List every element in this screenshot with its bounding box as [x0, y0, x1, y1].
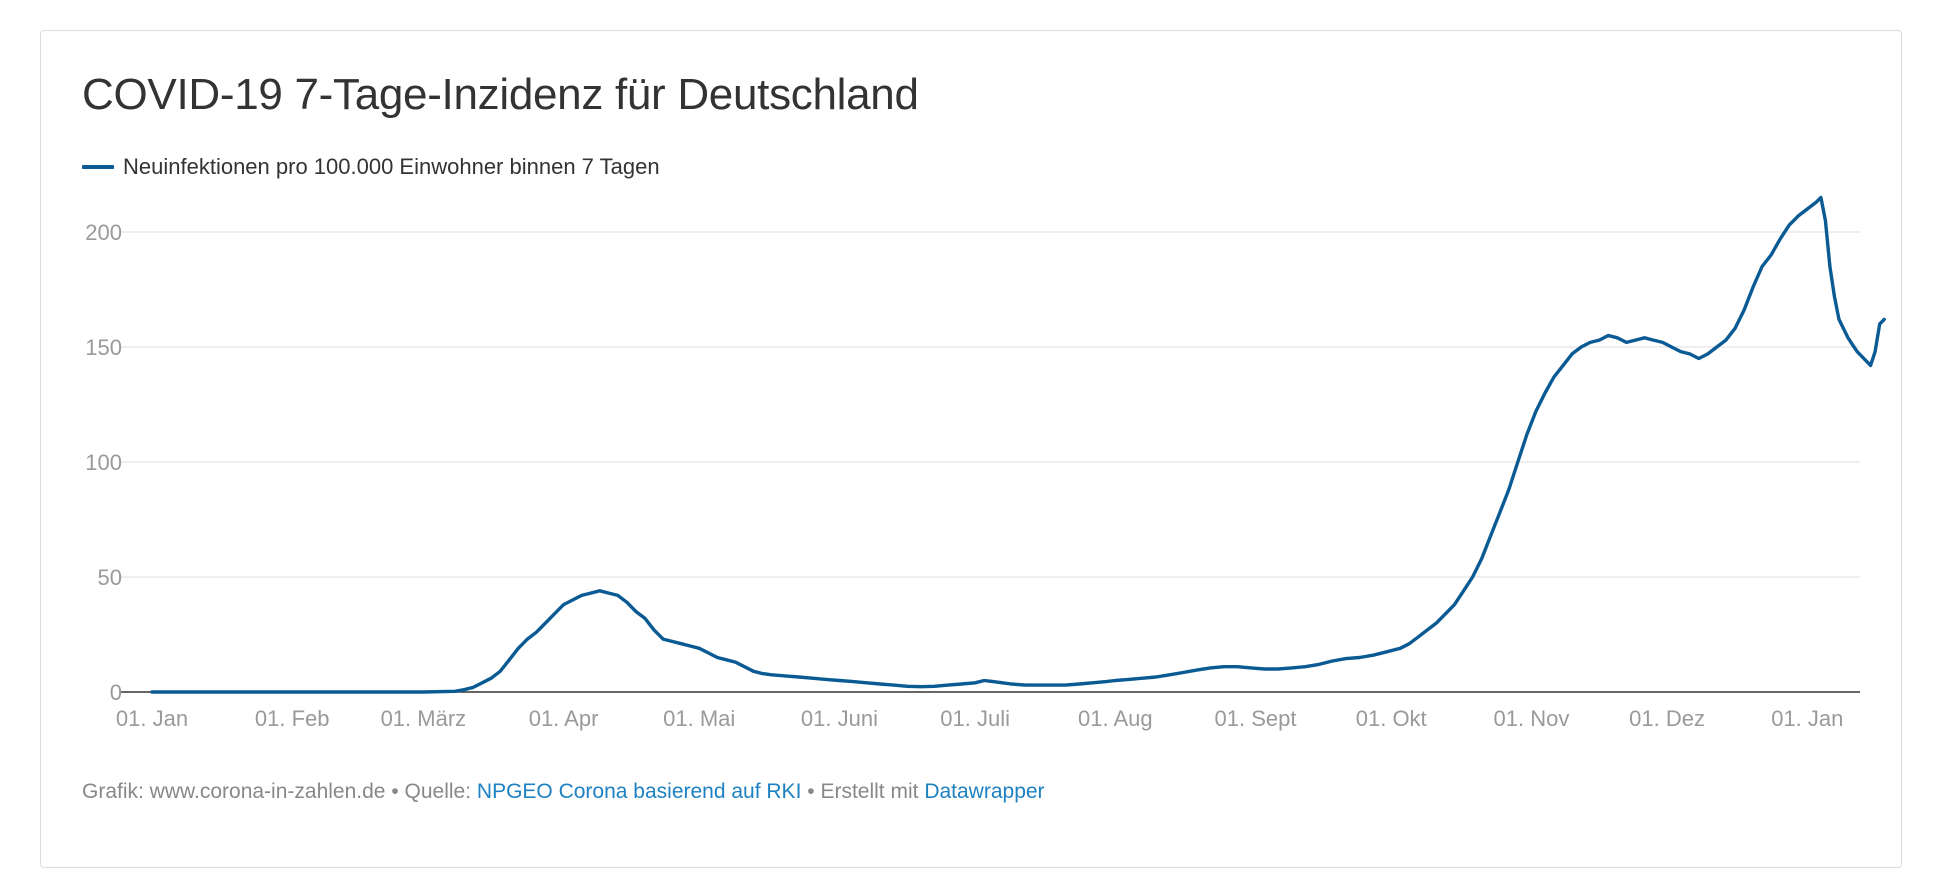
- y-tick-label: 50: [98, 565, 122, 590]
- x-tick-label: 01. Jan: [116, 706, 188, 731]
- x-tick-label: 01. Apr: [529, 706, 599, 731]
- x-tick-label: 01. Mai: [663, 706, 735, 731]
- tick-layer: 0 50 100 150 200 01. Jan 01. Feb 01. März 01. Ap…: [85, 220, 1843, 731]
- chart-title: COVID-19 7-Tage-Inzidenz für Deutschland: [82, 70, 919, 119]
- footer-quelle-label: Quelle:: [404, 780, 472, 803]
- y-tick-label: 0: [110, 680, 122, 705]
- x-tick-label: 01. Okt: [1356, 706, 1427, 731]
- series-line: [150, 195, 1886, 694]
- x-tick-label: 01. Juni: [801, 706, 878, 731]
- footer-erstellt-label: Erstellt mit: [820, 780, 919, 803]
- source-link[interactable]: NPGEO Corona basierend auf RKI: [476, 780, 802, 803]
- x-tick-label: 01. Nov: [1494, 706, 1570, 731]
- footer-grafik: Grafik: www.corona-in-zahlen.de: [82, 780, 386, 803]
- grid-layer: [120, 231, 1860, 578]
- x-tick-label: 01. März: [381, 706, 467, 731]
- datawrapper-link[interactable]: Datawrapper: [924, 780, 1045, 803]
- legend-label: Neuinfektionen pro 100.000 Einwohner bin…: [123, 154, 660, 179]
- y-tick-label: 100: [85, 450, 122, 475]
- legend: Neuinfektionen pro 100.000 Einwohner bin…: [82, 154, 660, 180]
- x-tick-label: 01. Aug: [1078, 706, 1153, 731]
- x-tick-label: 01. Jan: [1771, 706, 1843, 731]
- x-tick-label: 01. Sept: [1215, 706, 1297, 731]
- footer: Grafik: www.corona-in-zahlen.de • Quelle…: [82, 780, 1045, 804]
- x-tick-label: 01. Feb: [255, 706, 330, 731]
- footer-separator: •: [391, 780, 399, 803]
- y-tick-label: 200: [85, 220, 122, 245]
- series-layer: [150, 195, 1886, 694]
- footer-separator: •: [807, 780, 815, 803]
- chart-card: [40, 30, 1902, 868]
- y-tick-label: 150: [85, 335, 122, 360]
- legend-swatch: [82, 165, 114, 169]
- x-tick-label: 01. Dez: [1629, 706, 1705, 731]
- x-tick-label: 01. Juli: [940, 706, 1010, 731]
